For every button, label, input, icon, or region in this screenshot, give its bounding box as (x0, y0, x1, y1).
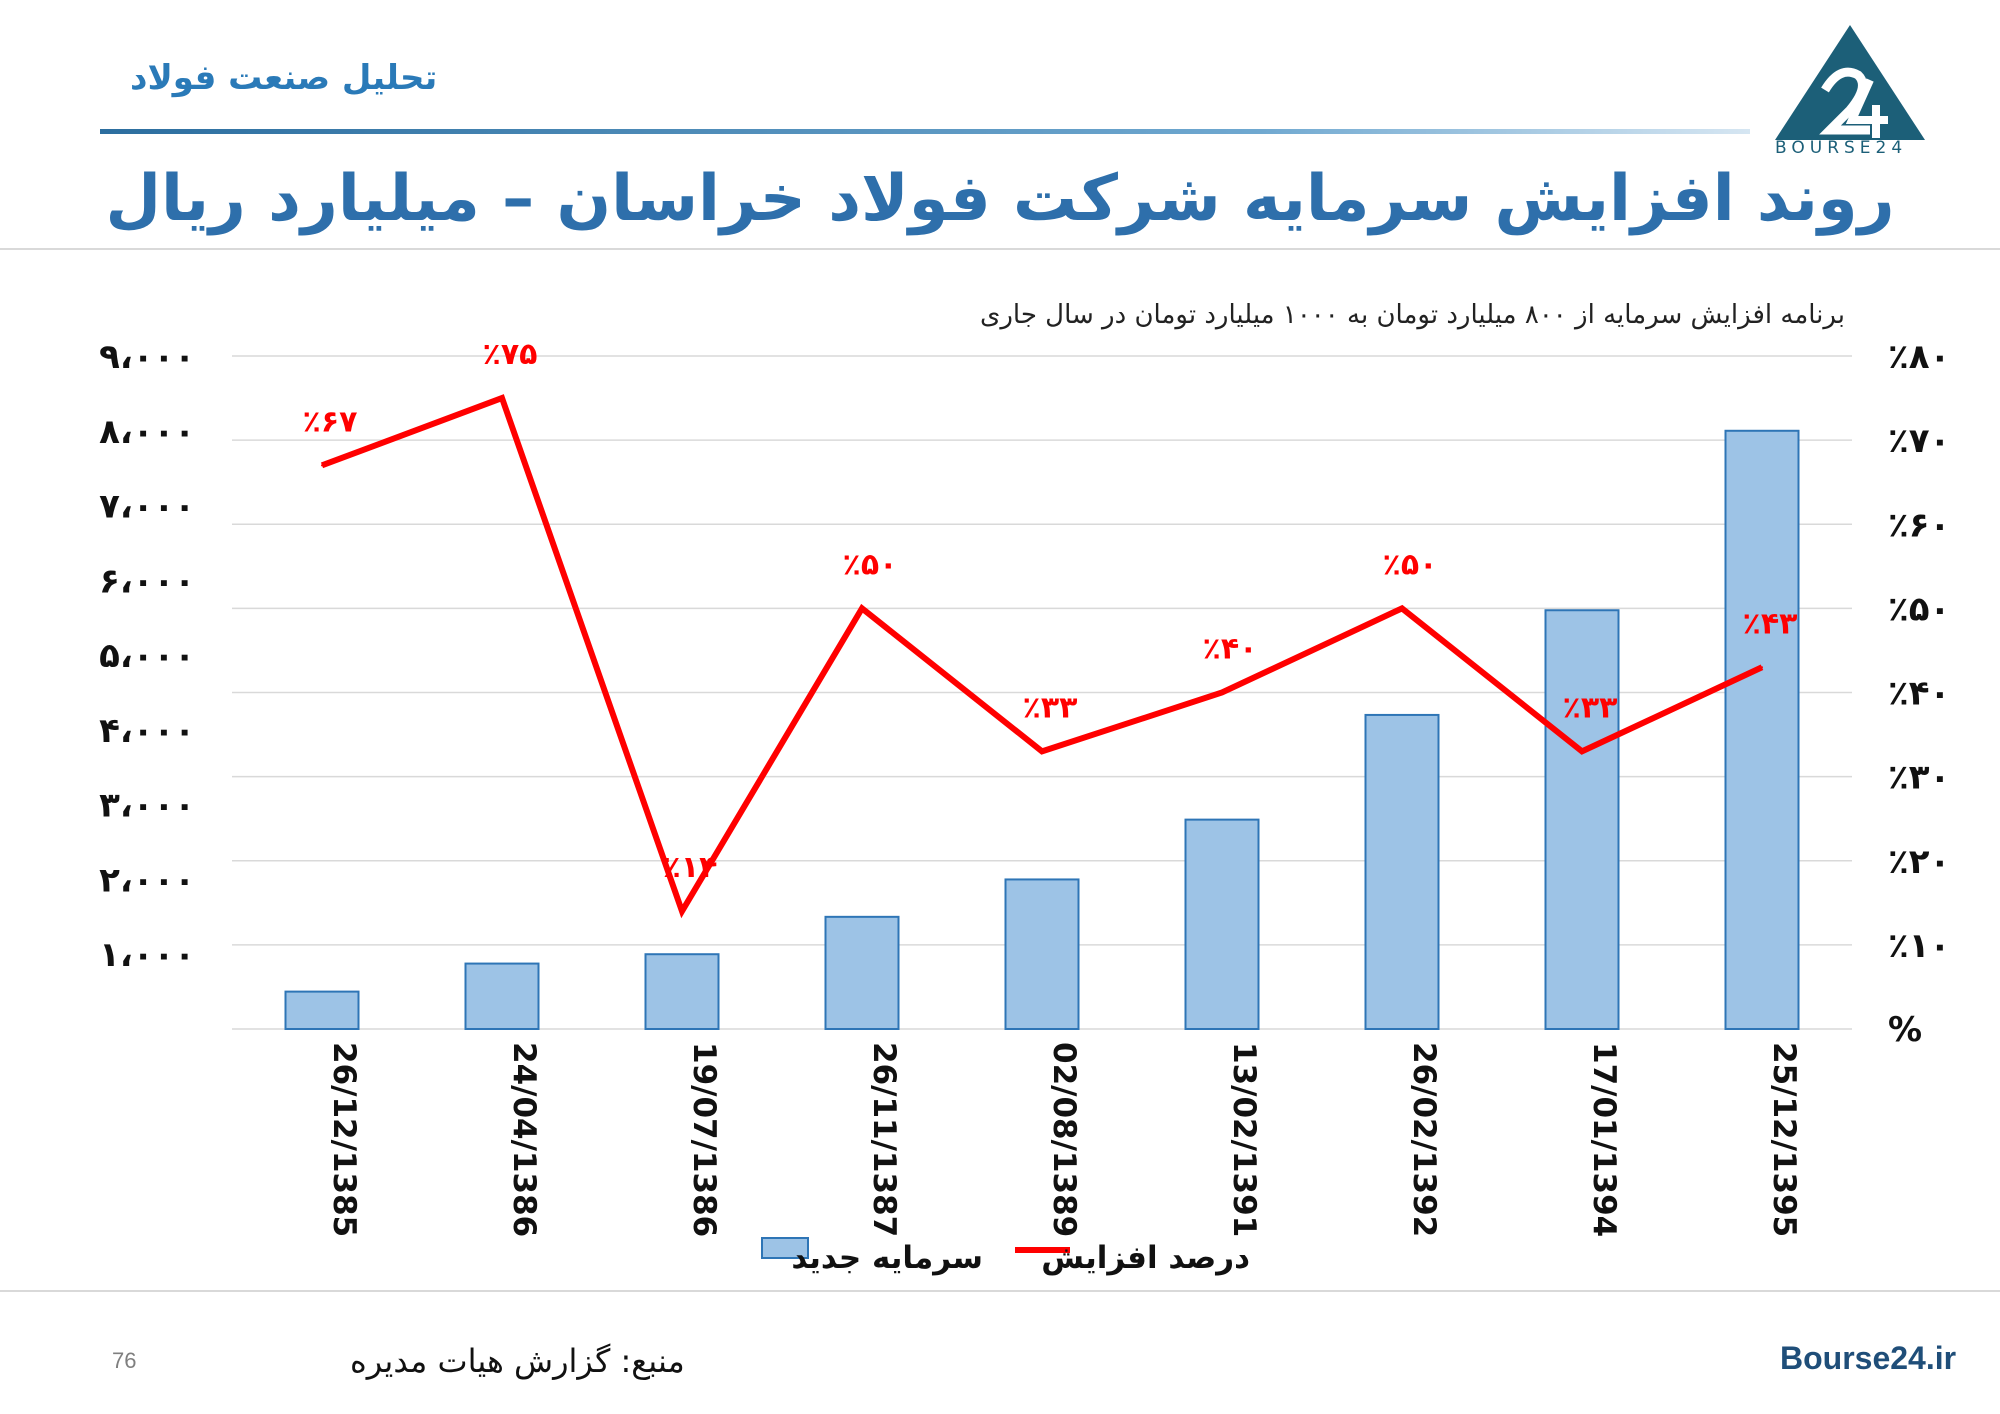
x-axis-tick-label: 19/07/1386 (686, 1042, 722, 1237)
line-point (861, 607, 863, 610)
right-axis-tick-label: ٪۶۰ (1888, 505, 1950, 545)
chart-subtitle: برنامه افزایش سرمایه از ۸۰۰ میلیارد توما… (980, 300, 1845, 330)
left-axis-tick-label: ۶،۰۰۰ (99, 561, 195, 601)
x-axis-tick-label: 13/02/1391 (1226, 1042, 1262, 1237)
x-axis-tick-label: 26/02/1392 (1406, 1042, 1442, 1237)
right-axis: % ٪۱۰ ٪۲۰ ٪۳۰ ٪۴۰ ٪۵۰ ٪۶۰ ٪۷۰ ٪۸۰ (1888, 337, 1950, 1050)
bar (644, 953, 720, 1031)
x-axis-tick-label: 25/12/1395 (1766, 1042, 1802, 1237)
line-data-label: ٪۴۳ (1743, 606, 1798, 641)
right-axis-tick-label: ٪۵۰ (1888, 589, 1950, 629)
line-point (321, 464, 323, 467)
chart-frame (0, 248, 2000, 1292)
right-axis-tick-label: ٪۴۰ (1888, 674, 1950, 714)
bar (464, 962, 540, 1031)
bar (1004, 878, 1080, 1031)
line-data-label: ٪۵۰ (843, 547, 898, 582)
line-data-label: ٪۳۳ (1023, 690, 1078, 725)
left-axis-tick-label: ۱،۰۰۰ (99, 935, 195, 975)
line-data-label: ٪۶۷ (303, 404, 358, 439)
line-data-label: ٪۱۴ (663, 850, 718, 885)
x-axis: 26/12/1385 24/04/1386 19/07/1386 26/11/1387… (326, 1042, 1802, 1237)
left-axis-tick-label: ۷،۰۰۰ (99, 487, 195, 527)
legend-line-label: درصد افزایش (1041, 1240, 1250, 1276)
right-axis-tick-label: ٪۲۰ (1888, 842, 1950, 882)
x-axis-tick-label: 24/04/1386 (506, 1042, 542, 1237)
right-axis-tick-label: ٪۸۰ (1888, 337, 1950, 377)
line-point (501, 397, 503, 400)
data-labels: ٪۶۷ ٪۷۵ ٪۱۴ ٪۵۰ ٪۳۳ ٪۴۰ ٪۵۰ ٪۳۳ ٪۴۳ (303, 337, 1798, 885)
x-axis-tick-label: 26/12/1385 (326, 1042, 362, 1237)
header-divider (100, 129, 1750, 134)
left-axis-tick-label: ۳،۰۰۰ (99, 786, 195, 826)
left-axis-tick-label: ۵،۰۰۰ (99, 636, 195, 676)
footer-site-link[interactable]: Bourse24.ir (1780, 1340, 1957, 1376)
line-data-label: ٪۷۵ (483, 337, 538, 372)
line-data-label: ٪۳۳ (1563, 690, 1618, 725)
page-number: 76 (112, 1348, 137, 1373)
bar (1364, 713, 1440, 1031)
line-data-label: ٪۴۰ (1203, 632, 1258, 667)
line-point (681, 910, 683, 913)
line-point (1401, 607, 1403, 610)
bar (1544, 609, 1620, 1030)
left-axis-tick-label: ۹،۰۰۰ (99, 337, 195, 377)
line-point (1761, 666, 1763, 669)
legend-bar-label: سرمایه جدید (791, 1240, 983, 1276)
line-data-label: ٪۵۰ (1383, 547, 1438, 582)
line-point (1581, 750, 1583, 753)
footer-source: منبع: گزارش هیات مدیره (350, 1342, 685, 1380)
legend: سرمایه جدید درصد افزایش (761, 1237, 1250, 1276)
x-axis-tick-label: 02/08/1389 (1046, 1042, 1082, 1237)
right-axis-tick-label: ٪۳۰ (1888, 758, 1950, 798)
right-axis-tick-label: % (1888, 1010, 1922, 1050)
bar (1724, 429, 1800, 1030)
left-axis: ۱،۰۰۰ ۲،۰۰۰ ۳،۰۰۰ ۴،۰۰۰ ۵،۰۰۰ ۶،۰۰۰ ۷،۰۰۰ ۸،۰۰۰… (99, 337, 195, 975)
bar (824, 915, 900, 1030)
x-axis-tick-label: 26/11/1387 (866, 1042, 902, 1237)
chart-title: روند افزایش سرمایه شرکت فولاد خراسان – م… (105, 162, 1895, 236)
logo-text: BOURSE24 (1775, 138, 1908, 158)
line-point (1221, 691, 1223, 694)
left-axis-tick-label: ۲،۰۰۰ (99, 860, 195, 900)
left-axis-tick-label: ۸،۰۰۰ (99, 412, 195, 452)
x-axis-tick-label: 17/01/1394 (1586, 1042, 1622, 1237)
bar (284, 990, 360, 1030)
legend-bar-swatch (761, 1237, 809, 1259)
left-axis-tick-label: ۴،۰۰۰ (99, 711, 195, 751)
right-axis-tick-label: ٪۷۰ (1888, 421, 1950, 461)
header-title: تحلیل صنعت فولاد (130, 58, 438, 98)
bourse24-logo-icon (1775, 25, 1925, 140)
right-axis-tick-label: ٪۱۰ (1888, 926, 1950, 966)
line-series (320, 394, 1764, 919)
bar-series (284, 429, 1800, 1031)
line-point (1041, 750, 1043, 753)
bar (1184, 818, 1260, 1030)
